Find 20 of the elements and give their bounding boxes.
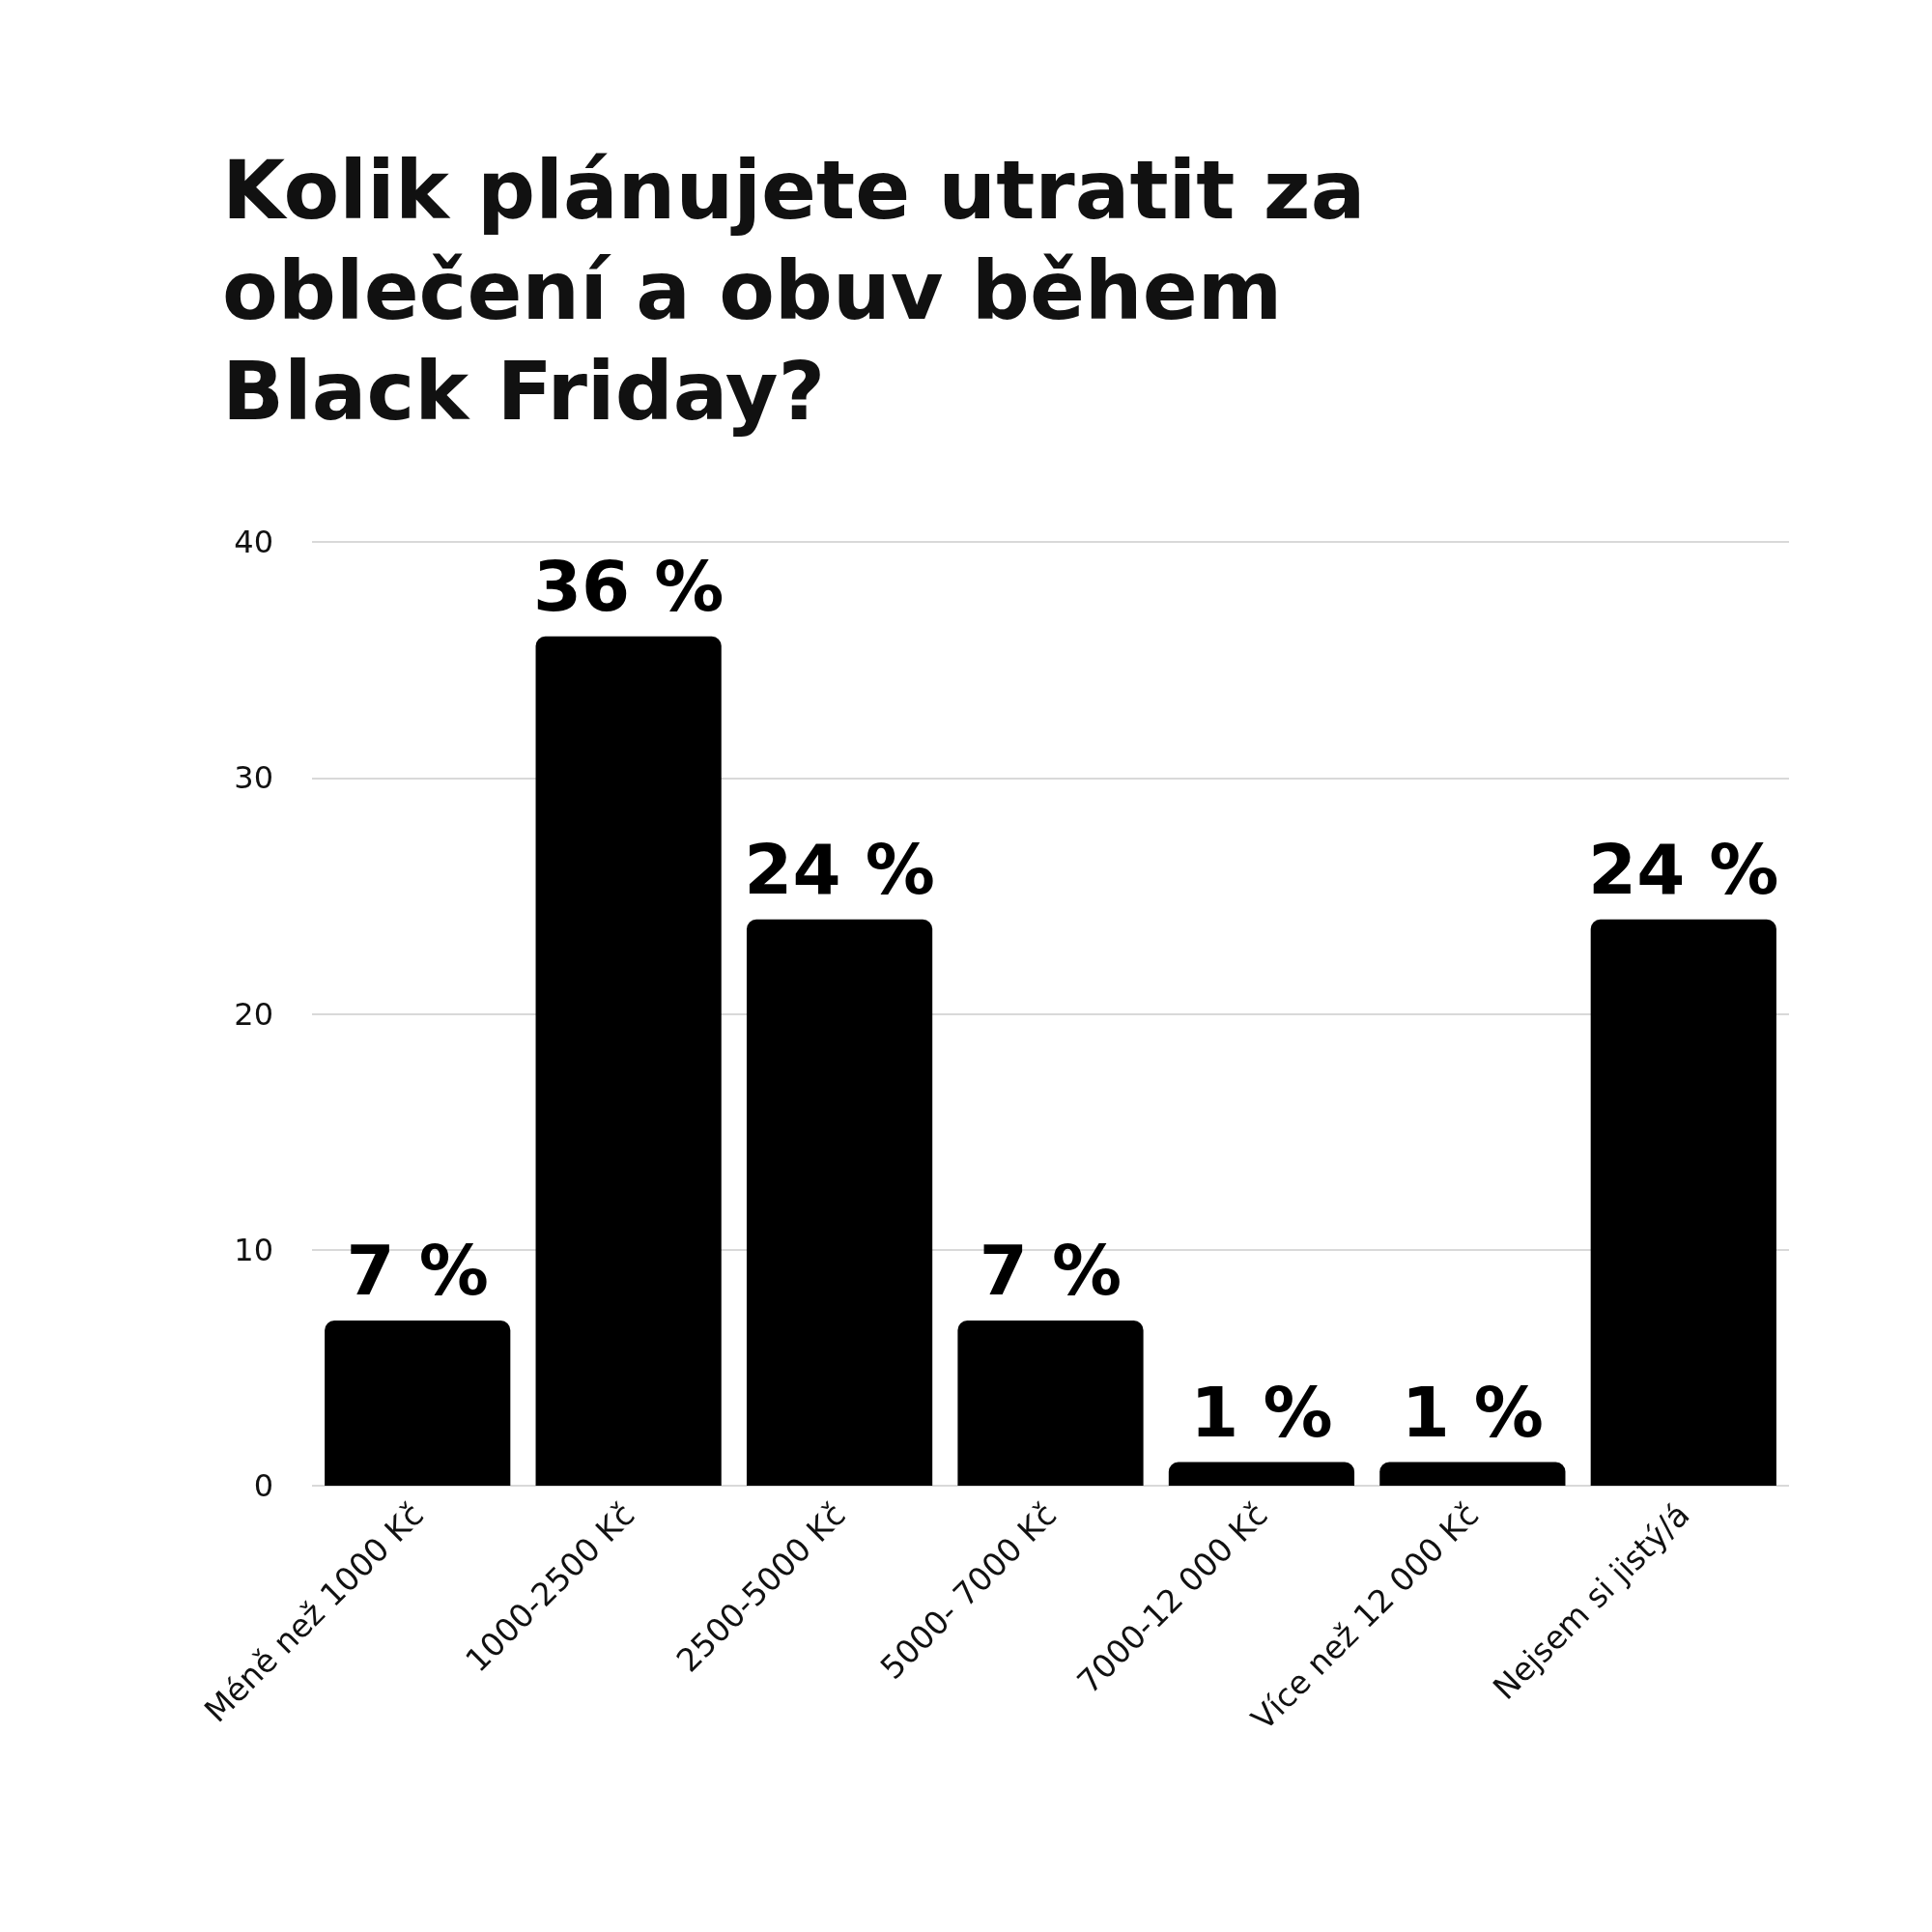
- data-label: 24 %: [1588, 828, 1779, 910]
- bar: [535, 636, 722, 1486]
- y-tick-label: 0: [253, 1467, 273, 1504]
- bar: [746, 919, 933, 1486]
- data-label: 7 %: [979, 1230, 1122, 1312]
- chart-title: Kolik plánujete utratit za oblečení a obuv během Black Friday?: [222, 143, 1394, 439]
- data-label: 1 %: [1401, 1371, 1545, 1453]
- y-tick-label: 30: [234, 759, 273, 797]
- y-tick-label: 40: [234, 524, 273, 560]
- bar: [1379, 1462, 1566, 1486]
- data-label: 24 %: [744, 828, 935, 910]
- data-label: 1 %: [1190, 1371, 1333, 1453]
- y-tick-label: 10: [234, 1231, 273, 1268]
- data-label: 7 %: [346, 1230, 489, 1312]
- bar: [1590, 919, 1776, 1486]
- y-tick-label: 20: [234, 995, 273, 1033]
- data-label: 36 %: [532, 545, 724, 627]
- bar: [325, 1321, 511, 1486]
- bar: [957, 1321, 1144, 1486]
- bar: [1168, 1462, 1355, 1486]
